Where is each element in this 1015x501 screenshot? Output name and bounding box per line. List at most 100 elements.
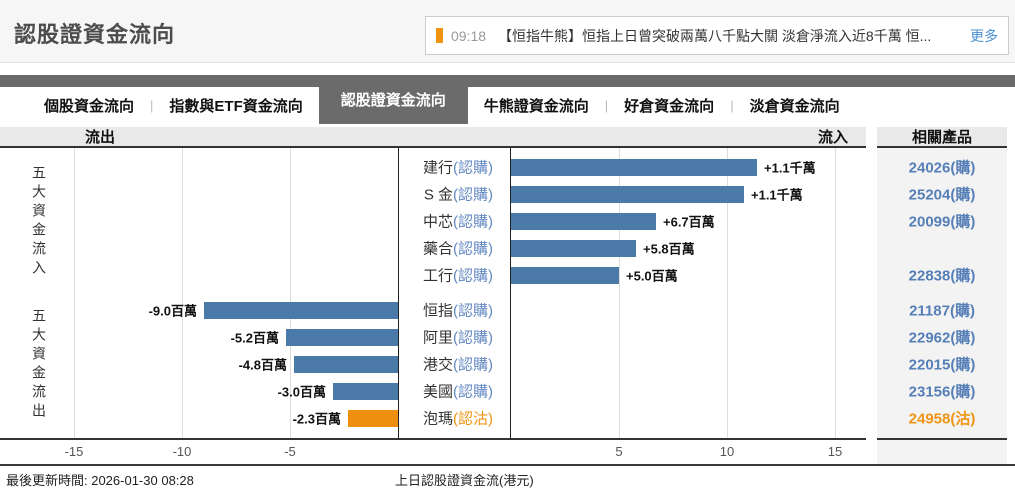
tab-stock-flow[interactable]: 個股資金流向 [44, 98, 135, 115]
flow-bar [511, 186, 744, 203]
bar-value-label: +6.7百萬 [663, 214, 715, 230]
x-axis-tick-label: 5 [615, 444, 623, 459]
news-ticker[interactable]: 09:18 【恒指牛熊】恒指上日曾突破兩萬八千點大關 淡倉淨流入近8千萬 恒..… [425, 16, 1009, 55]
outflow-header-label: 流出 [85, 129, 116, 146]
flow-bar [348, 410, 398, 427]
warrant-kind-label: (認購) [453, 267, 493, 285]
stock-short-name: 泡瑪 [422, 410, 453, 428]
related-products-header: 相關產品 [877, 127, 1007, 148]
flow-bar [333, 383, 398, 400]
news-headline[interactable]: 【恒指牛熊】恒指上日曾突破兩萬八千點大關 淡倉淨流入近8千萬 恒... [498, 27, 932, 44]
warrant-kind-label: (認購) [453, 240, 493, 258]
tab-long-flow[interactable]: 好倉資金流向 [624, 98, 715, 115]
flow-bar [511, 159, 757, 176]
bar-value-label: -3.0百萬 [277, 384, 326, 400]
category-label[interactable]: 中芯(認購) [399, 211, 509, 232]
warrant-kind-label: (認購) [453, 329, 493, 347]
tab-separator: | [604, 98, 609, 113]
tab-bar: 個股資金流向 | 指數與ETF資金流向 認股證資金流向 牛熊證資金流向 | 好倉資金流向 | 淡… [0, 64, 1015, 124]
related-product-link[interactable]: 24958(沽) [908, 410, 976, 428]
gridline [182, 148, 183, 438]
tab-warrant-flow[interactable]: 認股證資金流向 [318, 75, 468, 124]
related-product-link[interactable]: 21187(購) [909, 302, 975, 320]
zero-axis-left [398, 148, 399, 438]
category-label[interactable]: 美國(認購) [399, 381, 509, 402]
category-label[interactable]: 泡瑪(認沽) [399, 408, 509, 429]
category-label[interactable]: 藥合(認購) [399, 238, 509, 259]
category-label[interactable]: 建行(認購) [399, 157, 509, 178]
gridline [619, 148, 620, 438]
stock-short-name: 藥合 [422, 240, 453, 258]
tab-separator: | [150, 98, 154, 113]
page-title: 認股證資金流向 [14, 22, 176, 47]
news-more-link[interactable]: 更多 [970, 27, 998, 44]
bar-value-label: -9.0百萬 [148, 303, 197, 319]
tab-cbbc-flow[interactable]: 牛熊證資金流向 [483, 98, 589, 115]
inflow-header-label: 流入 [817, 129, 848, 146]
warrant-kind-label: (認購) [453, 383, 493, 401]
chart-column-header: 流出 流入 [0, 127, 866, 148]
gridline [727, 148, 728, 438]
related-product-link[interactable]: 22962(購) [908, 329, 976, 347]
tabs-container: 個股資金流向 | 指數與ETF資金流向 認股證資金流向 牛熊證資金流向 | 好倉資金流向 | 淡… [28, 75, 856, 124]
flow-bar [286, 329, 398, 346]
x-axis-tick-label: -5 [284, 444, 296, 459]
category-label[interactable]: 港交(認購) [399, 354, 509, 375]
tab-strip-decoration [0, 75, 1015, 87]
zero-axis-right [510, 148, 511, 438]
news-time: 09:18 [451, 27, 487, 44]
bar-value-label: -2.3百萬 [292, 411, 341, 427]
related-product-link[interactable]: 22015(購) [908, 356, 976, 374]
category-label[interactable]: S 金(認購) [399, 184, 509, 205]
related-product-link[interactable]: 20099(購) [908, 213, 976, 231]
category-label[interactable]: 恒指(認購) [399, 300, 509, 321]
footer-divider [0, 464, 1015, 466]
gridline [74, 148, 75, 438]
gridline [835, 148, 836, 438]
flow-bar [294, 356, 398, 373]
x-axis-tick-label: 10 [719, 444, 735, 459]
tab-index-etf-flow[interactable]: 指數與ETF資金流向 [169, 98, 303, 115]
group-label-inflow: 五大資金流入 [31, 165, 47, 279]
group-label-outflow: 五大資金流出 [31, 308, 47, 422]
flow-bar [204, 302, 398, 319]
tab-short-flow[interactable]: 淡倉資金流向 [749, 98, 840, 115]
stock-short-name: 港交 [422, 356, 453, 374]
stock-short-name: 美國 [422, 383, 453, 401]
bar-value-label: +1.1千萬 [764, 160, 816, 176]
stock-short-name: 中芯 [422, 213, 453, 231]
related-product-link[interactable]: 23156(購) [908, 383, 976, 401]
warrant-kind-label: (認購) [453, 302, 493, 320]
warrant-kind-label: (認沽) [453, 410, 493, 428]
bar-value-label: -4.8百萬 [238, 357, 287, 373]
tab-separator: | [730, 98, 734, 113]
related-product-link[interactable]: 25204(購) [908, 186, 976, 204]
stock-short-name: 恒指 [422, 302, 453, 320]
warrant-kind-label: (認購) [453, 356, 493, 374]
stock-short-name: S 金 [423, 186, 453, 204]
stock-short-name: 工行 [422, 267, 453, 285]
bar-value-label: +1.1千萬 [751, 187, 803, 203]
category-label[interactable]: 阿里(認購) [399, 327, 509, 348]
category-label[interactable]: 工行(認購) [399, 265, 509, 286]
panel-bottom-border [877, 438, 1007, 440]
stock-short-name: 阿里 [422, 329, 453, 347]
warrant-flow-bar-chart: 五大資金流入 五大資金流出 +1.1千萬 建行(認購) 24026(購) +1.1千萬 S … [0, 148, 1015, 440]
stock-short-name: 建行 [422, 159, 453, 177]
x-axis-tick-label: 15 [827, 444, 843, 459]
related-product-link[interactable]: 24026(購) [908, 159, 976, 177]
warrant-kind-label: (認購) [453, 186, 493, 204]
bar-value-label: +5.8百萬 [643, 241, 695, 257]
related-product-link[interactable]: 22838(購) [908, 267, 976, 285]
x-axis-line [0, 438, 866, 440]
bar-value-label: +5.0百萬 [626, 268, 678, 284]
warrant-kind-label: (認購) [453, 213, 493, 231]
x-axis-tick-label: -10 [172, 444, 192, 459]
x-axis-tick-label: -15 [64, 444, 84, 459]
last-updated-time: 最後更新時間: 2026-01-30 08:28 [6, 473, 194, 488]
flow-bar [511, 240, 636, 257]
x-axis-title: 上日認股證資金流(港元) [395, 473, 534, 488]
flow-bar [511, 267, 619, 284]
warrant-kind-label: (認購) [453, 159, 493, 177]
